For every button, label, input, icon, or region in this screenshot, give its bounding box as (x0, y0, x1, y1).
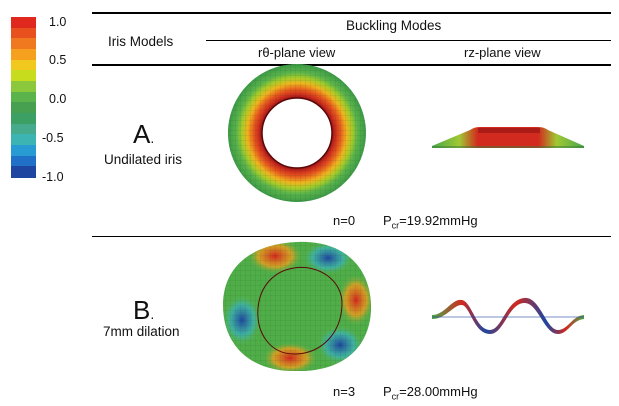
colorbar-segment (11, 59, 36, 71)
row-b-mode: n=3 (333, 384, 356, 399)
row-a-pressure: Pcr=19.92mmHg (383, 213, 478, 231)
header-mid-rule (206, 40, 611, 41)
colorbar-segment (11, 27, 36, 39)
colorbar-segment (11, 38, 36, 50)
header-bottom-rule (92, 64, 611, 66)
rtheta-view-header: rθ-plane view (258, 45, 336, 60)
row-b-pressure: Pcr=28.00mmHg (383, 384, 478, 402)
row-a-letter: A. (133, 119, 155, 149)
row-b-letter: B. (133, 295, 155, 325)
colorbar-tick-0.0: 0.0 (49, 92, 67, 106)
colorbar-segment (11, 102, 36, 114)
row-a-name: Undilated iris (104, 152, 183, 167)
colorbar-segment (11, 123, 36, 135)
row-b-name: 7mm dilation (103, 324, 180, 339)
colorbar-segment (11, 17, 36, 29)
top-rule (92, 12, 611, 14)
colorbar-segment (11, 145, 36, 157)
colorbar-segment (11, 134, 36, 146)
buckling-modes-header: Buckling Modes (346, 18, 442, 33)
colorbar-segment (11, 81, 36, 93)
colorbar-segment (11, 166, 36, 178)
colorbar-tick-0.5: 0.5 (49, 53, 67, 67)
colorbar-tick-minus-1.0: -1.0 (42, 170, 64, 184)
colorbar-segment (11, 113, 36, 125)
colorbar-segment (11, 155, 36, 167)
iris-models-header: Iris Models (108, 34, 174, 49)
row-a-mode: n=0 (333, 213, 356, 228)
colorbar-tick-minus-0.5: -0.5 (42, 131, 64, 145)
rz-view-header: rz-plane view (464, 45, 541, 60)
colorbar-segment (11, 91, 36, 103)
colorbar-segment (11, 70, 36, 82)
colorbar-segment (11, 49, 36, 61)
colorbar-tick-1.0: 1.0 (49, 15, 67, 29)
row-divider (92, 236, 611, 237)
